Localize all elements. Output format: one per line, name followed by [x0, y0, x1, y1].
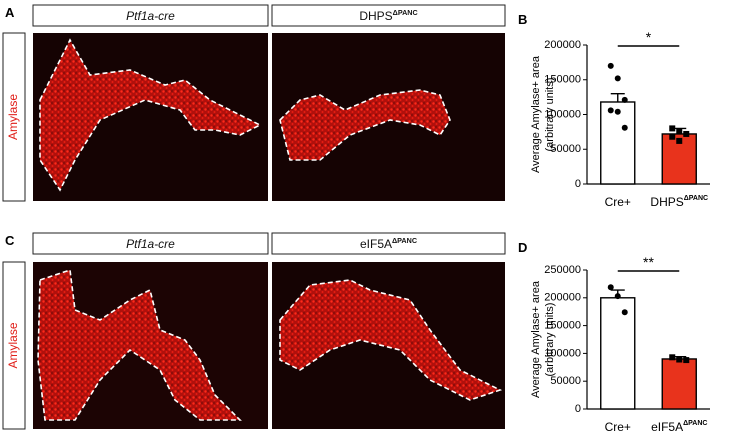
data-point — [669, 125, 676, 132]
label: eIF5A ΔPANC — [360, 236, 417, 251]
y-axis-label: Average Amylase+ area — [530, 280, 542, 398]
y-tick-label: 0 — [575, 178, 581, 190]
category: Cre+ — [605, 420, 631, 434]
label: Ptf1a-cre — [126, 237, 175, 251]
panel-letter: A — [5, 5, 15, 20]
label-box — [32, 232, 269, 255]
y-axis-label: (arbitrary units) — [544, 78, 556, 152]
data-point — [676, 356, 683, 363]
y-tick-label: 50000 — [550, 375, 581, 387]
data-point — [669, 354, 676, 361]
category-sup: ΔPANC — [683, 420, 707, 427]
bar — [600, 297, 636, 410]
label-box — [271, 4, 506, 27]
label-box — [32, 4, 269, 27]
category: eIF5A — [651, 420, 683, 434]
y-tick-label: 150000 — [544, 74, 581, 86]
data-point — [621, 124, 628, 131]
y-tick-label: 0 — [575, 403, 581, 415]
data-point — [607, 62, 614, 69]
x-tick-label: Cre+ — [605, 195, 631, 209]
y-tick-label: 50000 — [550, 143, 581, 155]
category-sup: ΔPANC — [684, 195, 708, 202]
y-axis-label: Average Amylase+ area — [530, 55, 542, 173]
data-point — [614, 75, 621, 82]
stain-box — [2, 32, 26, 202]
data-point — [676, 128, 683, 135]
data-point — [676, 137, 683, 144]
tissue-outline — [279, 89, 451, 161]
data-point — [607, 284, 614, 291]
data-point — [621, 96, 628, 103]
y-axis-label: (arbitrary units) — [544, 303, 556, 377]
y-tick-label: 100000 — [544, 108, 581, 120]
y-tick-label: 200000 — [544, 292, 581, 304]
label-sup: ΔPANC — [392, 236, 417, 245]
stain-label: Amylase — [6, 322, 20, 368]
y-tick-label: 200000 — [544, 39, 581, 51]
significance: * — [646, 29, 652, 45]
x-tick-label: eIF5A ΔPANC — [651, 420, 707, 434]
label: DHPS ΔPANC — [359, 8, 417, 23]
bar — [661, 358, 697, 410]
data-point — [614, 108, 621, 115]
data-point — [607, 107, 614, 114]
label-text: eIF5A — [360, 237, 392, 251]
panel-letter: B — [518, 12, 527, 27]
x-tick-label: DHPS ΔPANC — [650, 195, 708, 209]
label-text: Ptf1a-cre — [126, 9, 175, 23]
y-tick-label: 150000 — [544, 320, 581, 332]
x-tick-label: Cre+ — [605, 420, 631, 434]
data-point — [683, 130, 690, 137]
data-point — [621, 309, 628, 316]
error-bar — [610, 92, 625, 102]
label-sup: ΔPANC — [393, 8, 418, 17]
label: Ptf1a-cre — [126, 9, 175, 23]
label-box — [271, 232, 506, 255]
data-point — [669, 133, 676, 140]
tissue-outline — [279, 279, 503, 401]
category: Cre+ — [605, 195, 631, 209]
stain-label: Amylase — [6, 94, 20, 140]
significance: ** — [643, 254, 654, 270]
panel-letter: C — [5, 233, 15, 248]
label-text: DHPS — [359, 9, 392, 23]
label-text: Ptf1a-cre — [126, 237, 175, 251]
tissue-outline — [37, 268, 242, 421]
panel-letter: D — [518, 240, 527, 255]
y-tick-label: 250000 — [544, 264, 581, 276]
stain-box — [2, 261, 26, 430]
tissue-outline — [39, 38, 262, 192]
data-point — [683, 357, 690, 364]
y-tick-label: 100000 — [544, 347, 581, 359]
data-point — [614, 293, 621, 300]
category: DHPS — [650, 195, 683, 209]
